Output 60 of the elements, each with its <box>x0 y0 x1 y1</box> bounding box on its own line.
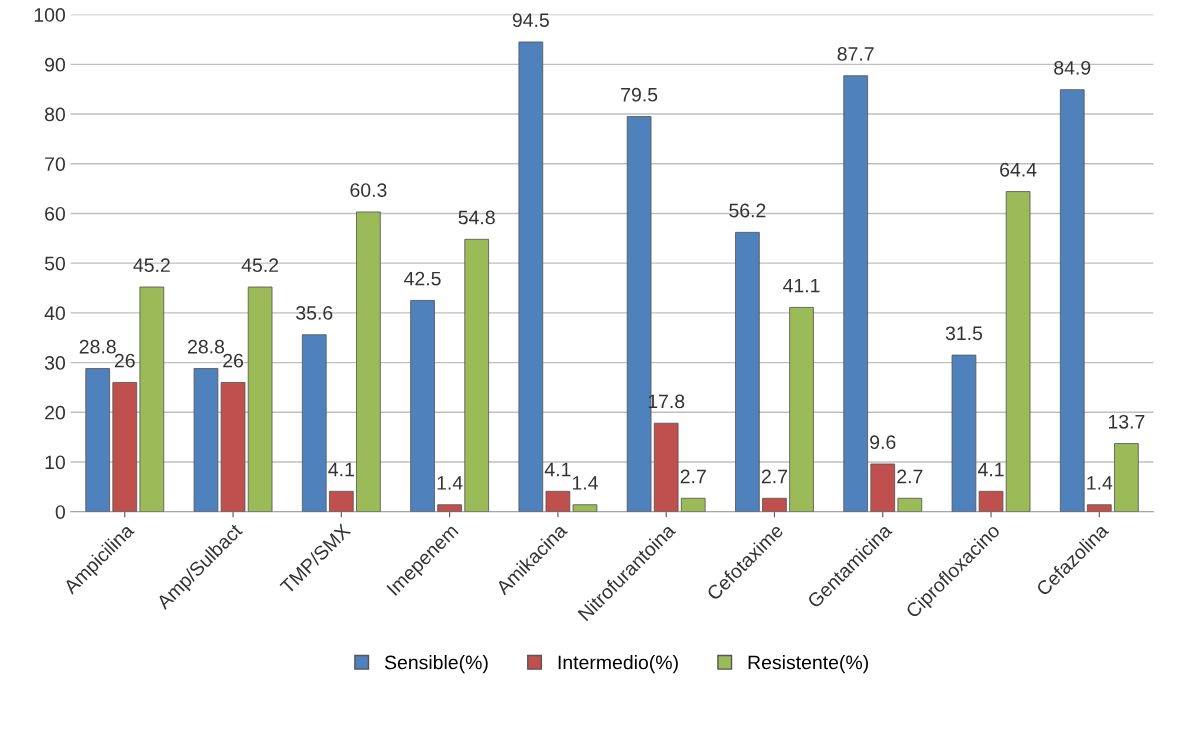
data-label: 56.2 <box>729 203 766 218</box>
data-label: 9.6 <box>870 435 896 450</box>
legend-label: Intermedio(%) <box>558 655 678 674</box>
bar <box>735 231 760 512</box>
data-label: 2.7 <box>680 469 706 484</box>
bar <box>464 238 490 512</box>
data-label: 84.9 <box>1054 60 1091 75</box>
y-tick-label: 40 <box>44 306 65 321</box>
y-tick-label: 100 <box>34 8 65 22</box>
legend-label: Resistente(%) <box>748 655 868 674</box>
data-label: 42.5 <box>404 271 441 286</box>
data-label: 28.8 <box>79 339 116 354</box>
bar <box>518 41 544 512</box>
bar <box>789 306 814 512</box>
data-label: 64.4 <box>1000 162 1037 177</box>
y-tick-label: 50 <box>44 256 65 271</box>
data-label: 54.8 <box>458 210 495 225</box>
y-tick-label: 0 <box>55 505 65 519</box>
data-label: 4.1 <box>328 462 354 477</box>
data-label: 26 <box>114 353 135 368</box>
bar <box>897 497 923 512</box>
bar <box>356 211 381 512</box>
legend-label: Sensible(%) <box>384 655 488 674</box>
data-label: 94.5 <box>512 13 549 27</box>
data-label: 60.3 <box>350 183 387 198</box>
data-label: 4.1 <box>544 462 571 477</box>
bar <box>410 300 435 512</box>
data-label: 79.5 <box>621 87 658 102</box>
y-tick-label: 10 <box>45 455 65 470</box>
bar <box>680 497 706 512</box>
bar <box>301 334 327 512</box>
data-label: 2.7 <box>897 469 923 484</box>
data-label: 1.4 <box>1087 476 1113 490</box>
data-label: 87.7 <box>837 47 874 61</box>
y-tick-label: 20 <box>45 405 65 420</box>
data-label: 35.6 <box>296 306 333 320</box>
data-label: 26 <box>223 353 244 368</box>
y-tick-label: 90 <box>45 57 65 72</box>
bar <box>843 75 869 512</box>
bar <box>247 286 273 512</box>
y-tick-label: 30 <box>44 356 65 370</box>
data-label: 2.7 <box>761 469 788 484</box>
bar <box>85 368 111 512</box>
bar <box>1059 89 1085 512</box>
data-label: 41.1 <box>783 278 820 293</box>
bar <box>1005 191 1031 512</box>
data-label: 45.2 <box>133 258 170 273</box>
bar <box>1114 443 1139 512</box>
data-label: 28.8 <box>188 339 225 354</box>
bar <box>572 504 598 512</box>
data-label: 1.4 <box>572 476 598 490</box>
bar <box>139 286 165 512</box>
data-label: 31.5 <box>945 326 983 341</box>
data-label: 13.7 <box>1108 414 1145 429</box>
y-tick-label: 70 <box>45 157 65 171</box>
y-tick-label: 60 <box>45 206 65 221</box>
y-tick-label: 80 <box>44 107 65 122</box>
data-label: 4.1 <box>977 462 1004 477</box>
data-label: 45.2 <box>241 258 279 273</box>
data-label: 1.4 <box>437 476 463 490</box>
